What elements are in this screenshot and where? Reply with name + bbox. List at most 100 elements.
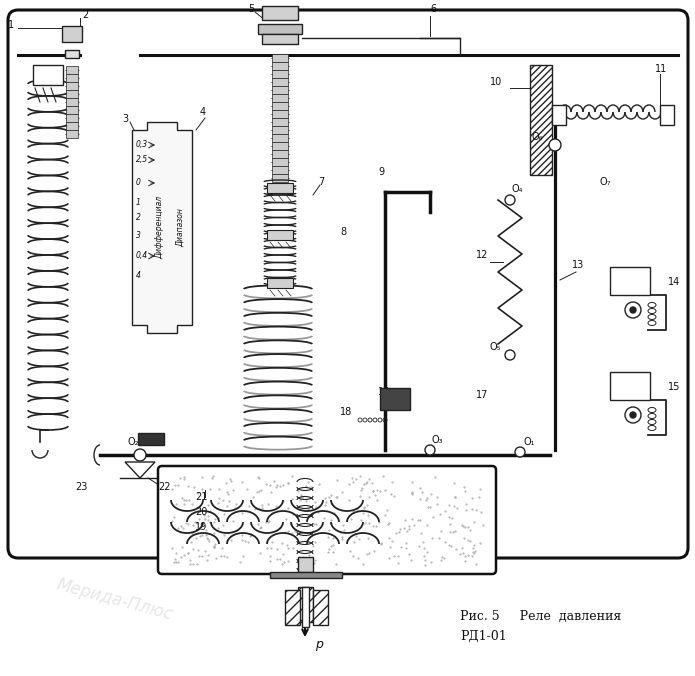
Circle shape (505, 195, 515, 205)
Text: 0,3: 0,3 (136, 140, 148, 149)
Text: 23: 23 (75, 482, 88, 492)
Bar (62, 26, 82, 42)
Text: Рис. 5     Реле  давления: Рис. 5 Реле давления (460, 610, 621, 623)
Bar (272, 102, 288, 110)
Text: 13: 13 (572, 260, 584, 270)
Text: 2,5: 2,5 (136, 155, 148, 164)
Circle shape (425, 445, 435, 455)
Text: О₆: О₆ (532, 132, 543, 142)
Bar (66, 114, 78, 122)
Text: 15: 15 (668, 382, 680, 392)
Text: О₄: О₄ (512, 184, 523, 194)
Bar (258, 24, 302, 34)
Text: 2: 2 (136, 213, 141, 222)
Bar (267, 278, 293, 288)
Text: 3: 3 (122, 114, 128, 124)
Circle shape (515, 447, 525, 457)
Text: 3: 3 (136, 231, 141, 240)
Text: 6: 6 (430, 4, 436, 14)
Text: Дифференциал: Дифференциал (156, 196, 165, 259)
Bar (302, 587, 309, 627)
Bar (267, 183, 293, 193)
Text: Мерида-Плюс: Мерида-Плюс (55, 575, 175, 624)
Bar (285, 590, 300, 625)
Bar (272, 134, 288, 142)
FancyBboxPatch shape (158, 466, 496, 574)
Bar (66, 74, 78, 82)
Text: 20: 20 (195, 507, 207, 517)
Circle shape (625, 407, 641, 423)
Polygon shape (125, 462, 155, 478)
Bar (65, 50, 79, 58)
Text: 4: 4 (200, 107, 206, 117)
Text: 1: 1 (8, 20, 14, 30)
Polygon shape (132, 122, 192, 333)
Bar (552, 105, 566, 125)
Text: 21: 21 (195, 492, 207, 502)
Bar (66, 66, 78, 74)
Text: О₂: О₂ (128, 437, 140, 447)
Text: 2: 2 (82, 10, 88, 20)
Text: 18: 18 (340, 407, 352, 417)
Text: 10: 10 (490, 77, 502, 87)
Bar (262, 6, 298, 20)
Text: 14: 14 (668, 277, 680, 287)
Bar (66, 90, 78, 98)
Text: 12: 12 (476, 250, 489, 260)
Text: О₅: О₅ (490, 342, 501, 352)
Text: 8: 8 (340, 227, 346, 237)
Bar (272, 86, 288, 94)
Text: 7: 7 (318, 177, 325, 187)
Bar (272, 62, 288, 70)
Text: 0,4: 0,4 (136, 251, 148, 260)
Text: р: р (315, 638, 323, 651)
Circle shape (625, 302, 641, 318)
Circle shape (505, 350, 515, 360)
Bar (272, 142, 288, 150)
Text: 16: 16 (378, 387, 391, 397)
Bar (272, 110, 288, 118)
Bar (298, 557, 313, 572)
Text: 1: 1 (136, 198, 141, 207)
Text: О₁: О₁ (523, 437, 534, 447)
Bar (380, 388, 410, 410)
Bar (298, 587, 313, 622)
Bar (66, 130, 78, 138)
Circle shape (630, 412, 636, 418)
Bar (66, 122, 78, 130)
Bar (66, 98, 78, 106)
Bar (272, 70, 288, 78)
Text: 5: 5 (248, 4, 254, 14)
Bar (262, 34, 298, 44)
Circle shape (549, 139, 561, 151)
Bar (270, 572, 342, 578)
Text: 17: 17 (476, 390, 489, 400)
Text: 19: 19 (195, 522, 207, 532)
Text: РД1-01: РД1-01 (460, 630, 507, 643)
Bar (272, 150, 288, 158)
Bar (272, 126, 288, 134)
Bar (267, 230, 293, 240)
Bar (272, 166, 288, 174)
Bar (313, 590, 328, 625)
Bar (610, 372, 650, 400)
Text: 11: 11 (655, 64, 667, 74)
Bar (66, 106, 78, 114)
Bar (530, 65, 552, 175)
Circle shape (630, 307, 636, 313)
Bar (272, 54, 288, 62)
Text: Диапазон: Диапазон (176, 208, 184, 247)
Bar (66, 82, 78, 90)
Text: 9: 9 (378, 167, 384, 177)
Text: 0: 0 (136, 178, 141, 187)
Bar (660, 105, 674, 125)
Text: О₇: О₇ (600, 177, 612, 187)
Bar (272, 78, 288, 86)
Bar (272, 158, 288, 166)
Bar (272, 174, 288, 182)
Text: 22: 22 (158, 482, 170, 492)
Bar (272, 94, 288, 102)
Bar (33, 65, 63, 85)
Text: 4: 4 (136, 271, 141, 280)
Text: О₃: О₃ (432, 435, 443, 445)
